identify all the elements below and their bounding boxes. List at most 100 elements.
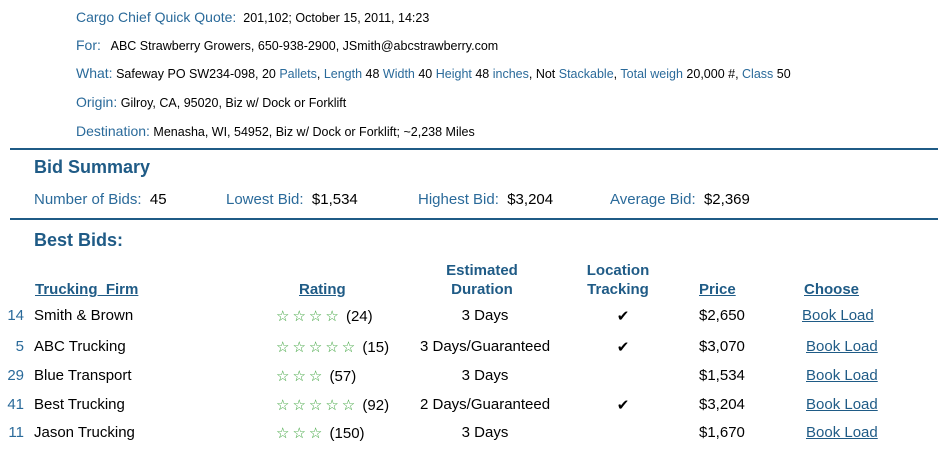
star-rating-icons: ☆☆☆☆☆ — [276, 339, 359, 356]
star-rating-icons: ☆☆☆☆☆ — [276, 397, 359, 414]
what-field-value: , — [613, 67, 621, 81]
destination-line: Destination: Menasha, WI, 54952, Biz w/ … — [76, 123, 475, 139]
divider — [10, 218, 938, 220]
what-field-value: , — [316, 67, 324, 81]
lowest-bid: Lowest Bid: $1,534 — [226, 191, 358, 208]
table-row: 11 Jason Trucking ☆☆☆ (150) 3 Days $1,670 Boo… — [0, 419, 942, 447]
trucking-firm-name: Best Trucking — [34, 396, 125, 413]
rating-cell: ☆☆☆☆☆ (15) — [276, 338, 389, 356]
what-field-label: Stackable — [558, 67, 614, 81]
book-load-link[interactable]: Book Load — [802, 307, 874, 324]
price-value: $1,534 — [699, 367, 745, 384]
what-field-label: inches — [492, 67, 529, 81]
number-of-bids: Number of Bids: 45 — [34, 191, 167, 208]
location-tracking-check-icon: ✔ — [616, 397, 630, 414]
what-field-value: 20,000 #, — [682, 67, 743, 81]
what-field-label: Height — [435, 67, 472, 81]
price-value: $1,670 — [699, 424, 745, 441]
what-field-label: Length — [323, 67, 363, 81]
what-field-label: Total weigh — [620, 67, 683, 81]
book-load-link[interactable]: Book Load — [806, 424, 878, 441]
what-label: What: — [76, 65, 113, 81]
estimated-duration: 3 Days — [461, 367, 509, 384]
for-value: ABC Strawberry Growers, 650-938-2900, JS… — [110, 39, 499, 53]
estimated-duration: 3 Days/Guaranteed — [420, 338, 551, 355]
what-value: Safeway PO SW234-098, 20 Pallets, Length… — [116, 67, 791, 81]
lowest-bid-label: Lowest Bid: — [226, 191, 304, 208]
price-value: $3,070 — [699, 338, 745, 355]
column-header-duration: Estimated Duration — [446, 262, 518, 298]
what-field-value: Safeway PO SW234-098, 20 — [116, 67, 280, 81]
quote-line: Cargo Chief Quick Quote: 201,102; Octobe… — [76, 9, 429, 25]
highest-bid-label: Highest Bid: — [418, 191, 499, 208]
divider — [10, 148, 938, 150]
column-header-rating: Rating — [299, 281, 346, 298]
quote-value: 201,102; October 15, 2011, 14:23 — [243, 11, 430, 25]
origin-label: Origin: — [76, 94, 118, 110]
best-bids-title: Best Bids: — [34, 230, 124, 250]
highest-bid-value: $3,204 — [507, 191, 554, 208]
estimated-duration: 3 Days — [461, 424, 509, 441]
rank-number: 29 — [7, 367, 24, 384]
what-field-label: Class — [742, 67, 774, 81]
trucking-firm-name: Blue Transport — [34, 367, 132, 384]
estimated-duration: 2 Days/Guaranteed — [420, 396, 551, 413]
highest-bid: Highest Bid: $3,204 — [418, 191, 553, 208]
trucking-firm-name: Smith & Brown — [34, 307, 134, 324]
trucking-firm-name: Jason Trucking — [34, 424, 135, 441]
destination-label: Destination: — [76, 123, 150, 139]
book-load-link[interactable]: Book Load — [806, 338, 878, 355]
for-line: For: ABC Strawberry Growers, 650-938-290… — [76, 37, 498, 53]
number-of-bids-value: 45 — [149, 191, 167, 208]
star-rating-icons: ☆☆☆ — [276, 425, 326, 442]
number-of-bids-label: Number of Bids: — [34, 191, 142, 208]
star-rating-icons: ☆☆☆☆ — [276, 308, 342, 325]
what-field-value: 48 — [471, 67, 493, 81]
what-field-value: , Not — [528, 67, 559, 81]
location-tracking-check-icon: ✔ — [616, 339, 630, 356]
average-bid-value: $2,369 — [703, 191, 750, 208]
what-field-label: Width — [382, 67, 415, 81]
rating-cell: ☆☆☆☆ (24) — [276, 307, 373, 325]
quote-label: Cargo Chief Quick Quote: — [76, 9, 237, 25]
book-load-link[interactable]: Book Load — [806, 396, 878, 413]
column-header-firm: Trucking Firm — [35, 281, 139, 298]
average-bid-label: Average Bid: — [610, 191, 696, 208]
rank-number: 5 — [15, 338, 24, 355]
location-tracking-check-icon: ✔ — [616, 308, 630, 325]
for-label: For: — [76, 37, 101, 53]
rating-cell: ☆☆☆ (57) — [276, 367, 356, 385]
table-row: 5 ABC Trucking ☆☆☆☆☆ (15) 3 Days/Guaranteed… — [0, 333, 942, 361]
lowest-bid-value: $1,534 — [311, 191, 358, 208]
estimated-duration: 3 Days — [461, 307, 509, 324]
review-count: (150) — [325, 425, 365, 442]
price-value: $2,650 — [699, 307, 745, 324]
review-count: (15) — [358, 339, 390, 356]
what-field-label: Pallets — [279, 67, 317, 81]
table-row: 14 Smith & Brown ☆☆☆☆ (24) 3 Days ✔ $2,650 Boo… — [0, 302, 942, 330]
bid-summary-title: Bid Summary — [34, 157, 151, 177]
rank-number: 11 — [8, 424, 24, 441]
rank-number: 14 — [7, 307, 24, 324]
column-header-price: Price — [699, 281, 736, 298]
average-bid: Average Bid: $2,369 — [610, 191, 750, 208]
destination-value: Menasha, WI, 54952, Biz w/ Dock or Forkl… — [153, 125, 475, 139]
what-field-value: 50 — [773, 67, 791, 81]
book-load-link[interactable]: Book Load — [806, 367, 878, 384]
review-count: (92) — [358, 397, 390, 414]
star-rating-icons: ☆☆☆ — [276, 368, 326, 385]
review-count: (57) — [325, 368, 357, 385]
table-row: 41 Best Trucking ☆☆☆☆☆ (92) 2 Days/Guarante… — [0, 391, 942, 419]
table-row: 29 Blue Transport ☆☆☆ (57) 3 Days $1,534 Book… — [0, 362, 942, 390]
column-header-choose: Choose — [804, 281, 860, 298]
origin-line: Origin: Gilroy, CA, 95020, Biz w/ Dock o… — [76, 94, 346, 110]
price-value: $3,204 — [699, 396, 745, 413]
trucking-firm-name: ABC Trucking — [34, 338, 126, 355]
what-field-value: 40 — [414, 67, 436, 81]
review-count: (24) — [341, 308, 373, 325]
what-line: What: Safeway PO SW234-098, 20 Pallets, … — [76, 65, 791, 81]
what-field-value: 48 — [362, 67, 383, 81]
rating-cell: ☆☆☆☆☆ (92) — [276, 396, 389, 414]
rank-number: 41 — [7, 396, 24, 413]
column-header-tracking: Location Tracking — [586, 262, 650, 298]
